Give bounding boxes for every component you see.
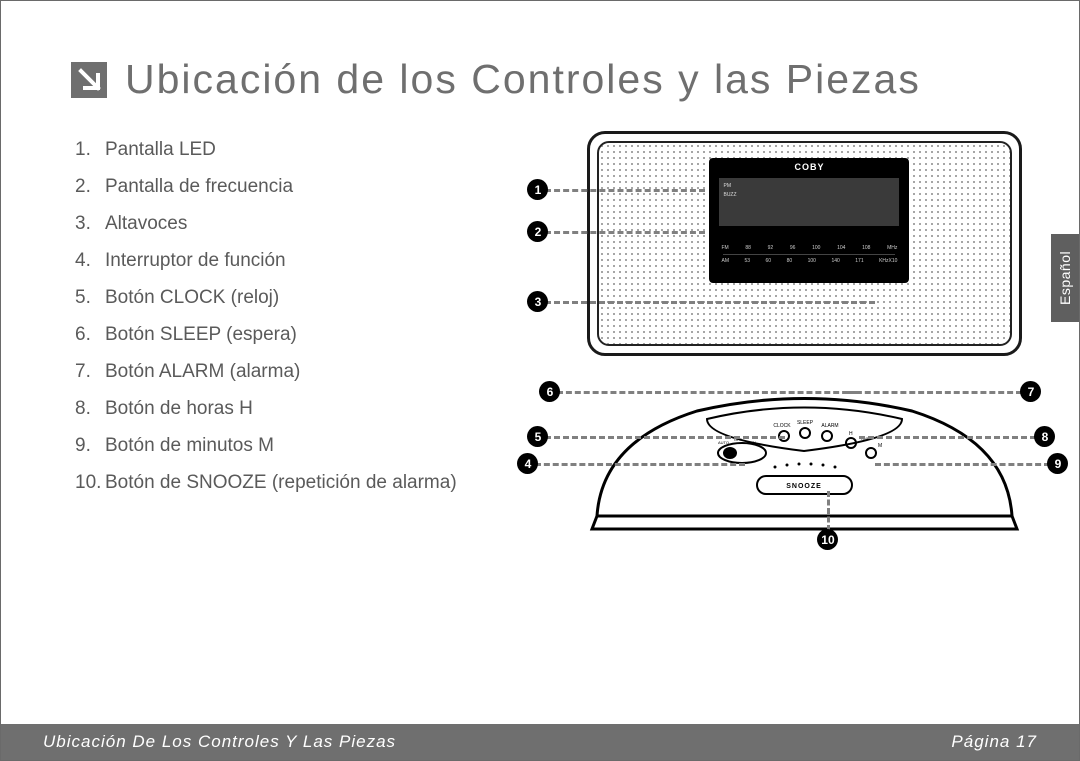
callout-line (545, 231, 705, 234)
parts-list-item: 5.Botón CLOCK (reloj) (75, 279, 527, 316)
marker-8: 8 (1034, 426, 1055, 447)
page-title: Ubicación de los Controles y las Piezas (125, 56, 921, 103)
parts-list-item: 7.Botón ALARM (alarma) (75, 353, 527, 390)
marker-9: 9 (1047, 453, 1068, 474)
frequency-bar: FM889296100104108MHz AM536080100140171KH… (719, 234, 899, 274)
language-tab: Español (1051, 234, 1079, 322)
led-screen: PM BUZZ (719, 178, 899, 226)
marker-7: 7 (1020, 381, 1041, 402)
marker-10: 10 (817, 529, 838, 550)
svg-text:AUTO: AUTO (718, 440, 729, 445)
title-row: Ubicación de los Controles y las Piezas (1, 1, 1079, 123)
content: 1.Pantalla LED2.Pantalla de frecuencia3.… (1, 123, 1079, 561)
svg-text:CLOCK: CLOCK (774, 423, 792, 429)
marker-6: 6 (539, 381, 560, 402)
buzz-label: BUZZ (723, 192, 736, 198)
callout-line (827, 491, 830, 531)
parts-list-item: 2.Pantalla de frecuencia (75, 168, 527, 205)
page-footer: Ubicación De Los Controles Y Las Piezas … (1, 724, 1079, 760)
marker-2: 2 (527, 221, 548, 242)
parts-list-item: 4.Interruptor de función (75, 242, 527, 279)
parts-list: 1.Pantalla LED2.Pantalla de frecuencia3.… (75, 131, 527, 561)
marker-3: 3 (527, 291, 548, 312)
callout-line (535, 463, 745, 466)
footer-page-number: Página 17 (951, 732, 1037, 752)
callout-line (545, 189, 705, 192)
arrow-down-right-icon (71, 62, 107, 98)
callout-line (859, 436, 1036, 439)
parts-list-item: 6.Botón SLEEP (espera) (75, 316, 527, 353)
brand-label: COBY (709, 162, 909, 172)
pm-label: PM (723, 183, 731, 189)
parts-list-item: 10.Botón de SNOOZE (repetición de alarma… (75, 464, 527, 501)
manual-page: Ubicación de los Controles y las Piezas … (0, 0, 1080, 761)
callout-line (875, 463, 1050, 466)
parts-list-item: 1.Pantalla LED (75, 131, 527, 168)
marker-4: 4 (517, 453, 538, 474)
speaker-grille: COBY PM BUZZ FM889296100104108MHz AM5360… (597, 141, 1012, 346)
parts-list-item: 9.Botón de minutos M (75, 427, 527, 464)
svg-text:M: M (878, 443, 882, 449)
callout-line (545, 436, 785, 439)
parts-list-item: 3.Altavoces (75, 205, 527, 242)
svg-text:ALARM: ALARM (822, 423, 839, 429)
svg-text:SNOOZE: SNOOZE (787, 483, 823, 490)
callout-line (557, 391, 857, 394)
display-panel: COBY PM BUZZ FM889296100104108MHz AM5360… (709, 158, 909, 283)
callout-line (545, 301, 875, 304)
parts-list-item: 8.Botón de horas H (75, 390, 527, 427)
svg-text:SLEEP: SLEEP (797, 420, 814, 426)
radio-top-illustration: CLOCK SLEEP ALARM AUTO OFF ON H TIME M S… (587, 381, 1022, 536)
diagram: COBY PM BUZZ FM889296100104108MHz AM5360… (527, 131, 1039, 561)
marker-5: 5 (527, 426, 548, 447)
svg-text:ON: ON (750, 440, 756, 445)
radio-front-illustration: COBY PM BUZZ FM889296100104108MHz AM5360… (587, 131, 1022, 356)
footer-section-title: Ubicación De Los Controles Y Las Piezas (43, 732, 396, 752)
callout-line (847, 391, 1022, 394)
marker-1: 1 (527, 179, 548, 200)
svg-text:H: H (849, 431, 853, 437)
